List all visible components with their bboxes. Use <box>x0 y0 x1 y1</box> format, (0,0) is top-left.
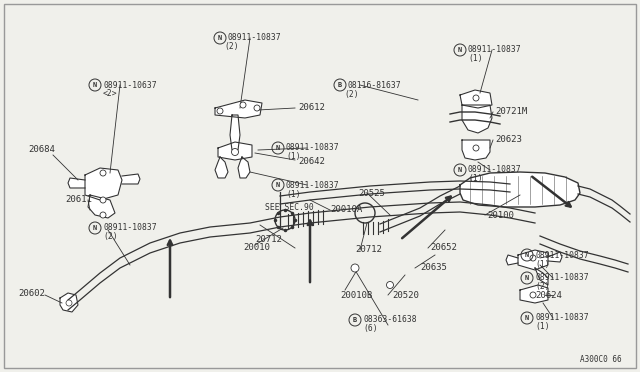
Polygon shape <box>68 178 85 188</box>
Polygon shape <box>548 252 562 262</box>
Text: (1): (1) <box>468 55 483 64</box>
Circle shape <box>100 197 106 203</box>
Text: (2): (2) <box>344 90 358 99</box>
Text: 08911-10837: 08911-10837 <box>103 224 157 232</box>
Polygon shape <box>506 255 518 265</box>
Text: 08911-10837: 08911-10837 <box>228 33 282 42</box>
Text: 20611: 20611 <box>65 196 92 205</box>
Text: 20612: 20612 <box>298 103 325 112</box>
Text: B: B <box>353 317 357 323</box>
Text: 20712: 20712 <box>255 235 282 244</box>
Text: 20624: 20624 <box>535 292 562 301</box>
Text: N: N <box>458 167 462 173</box>
Text: 20100: 20100 <box>487 211 514 219</box>
Circle shape <box>240 102 246 108</box>
Text: N: N <box>525 275 529 281</box>
Text: 08363-61638: 08363-61638 <box>363 315 417 324</box>
Polygon shape <box>85 168 122 200</box>
Text: (1): (1) <box>286 189 301 199</box>
Text: (2): (2) <box>224 42 239 51</box>
Text: 20642: 20642 <box>298 157 325 167</box>
Text: 20010: 20010 <box>243 244 270 253</box>
Text: 20684: 20684 <box>28 145 55 154</box>
Polygon shape <box>462 140 490 160</box>
Text: 20721M: 20721M <box>495 108 527 116</box>
Text: N: N <box>525 315 529 321</box>
Circle shape <box>254 105 260 111</box>
Text: B: B <box>338 82 342 88</box>
Text: 08911-10837: 08911-10837 <box>535 250 589 260</box>
Text: 20635: 20635 <box>420 263 447 273</box>
Polygon shape <box>238 157 250 178</box>
Circle shape <box>217 108 223 114</box>
Circle shape <box>473 145 479 151</box>
Circle shape <box>100 212 106 218</box>
Text: <2>: <2> <box>103 90 118 99</box>
Text: 08911-10637: 08911-10637 <box>103 80 157 90</box>
Text: N: N <box>218 35 222 41</box>
Circle shape <box>100 170 106 176</box>
Text: N: N <box>93 225 97 231</box>
Circle shape <box>232 148 239 155</box>
Polygon shape <box>88 195 115 218</box>
Polygon shape <box>215 100 262 118</box>
Text: N: N <box>276 182 280 188</box>
Circle shape <box>530 292 536 298</box>
Text: 08911-10837: 08911-10837 <box>286 180 340 189</box>
Polygon shape <box>215 157 228 178</box>
Polygon shape <box>460 90 492 108</box>
Polygon shape <box>518 250 548 270</box>
Text: 20520: 20520 <box>392 291 419 299</box>
Text: 20525: 20525 <box>358 189 385 198</box>
Polygon shape <box>460 172 580 207</box>
Text: N: N <box>458 47 462 53</box>
Text: SEE SEC.90: SEE SEC.90 <box>265 203 314 212</box>
Circle shape <box>473 95 479 101</box>
Text: 20712: 20712 <box>355 246 382 254</box>
Polygon shape <box>520 285 548 303</box>
Text: 08911-10837: 08911-10837 <box>535 273 589 282</box>
Polygon shape <box>462 105 492 133</box>
Text: (2): (2) <box>103 232 118 241</box>
Text: (6): (6) <box>363 324 378 334</box>
Polygon shape <box>218 142 252 160</box>
Polygon shape <box>230 115 240 150</box>
Text: (1): (1) <box>535 260 550 269</box>
Text: N: N <box>525 252 529 258</box>
Text: (1): (1) <box>286 153 301 161</box>
Text: 20010A: 20010A <box>330 205 362 215</box>
Text: 08911-10837: 08911-10837 <box>535 314 589 323</box>
Text: 20652: 20652 <box>430 244 457 253</box>
Text: (1): (1) <box>468 174 483 183</box>
Text: 20623: 20623 <box>495 135 522 144</box>
Text: 08911-10837: 08911-10837 <box>468 45 522 55</box>
Text: A300C0 66: A300C0 66 <box>580 356 621 365</box>
Circle shape <box>351 264 359 272</box>
Text: N: N <box>276 145 280 151</box>
Text: (2): (2) <box>535 282 550 292</box>
Text: 08911-10837: 08911-10837 <box>286 144 340 153</box>
Polygon shape <box>122 174 140 184</box>
Text: (1): (1) <box>535 323 550 331</box>
Text: N: N <box>93 82 97 88</box>
Text: 08116-81637: 08116-81637 <box>348 80 402 90</box>
Text: 20602: 20602 <box>18 289 45 298</box>
Text: 08911-10837: 08911-10837 <box>468 166 522 174</box>
Circle shape <box>530 255 536 261</box>
Polygon shape <box>535 268 548 285</box>
Polygon shape <box>60 293 78 312</box>
Text: 20010B: 20010B <box>340 291 372 299</box>
Circle shape <box>387 282 394 289</box>
Circle shape <box>66 300 72 306</box>
